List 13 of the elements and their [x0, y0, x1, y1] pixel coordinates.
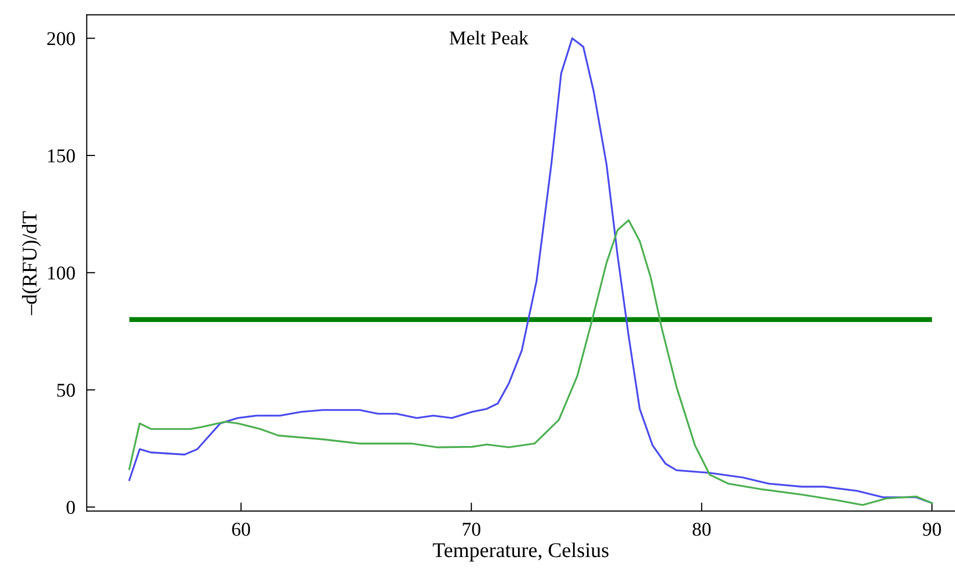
x-tick-label: 80	[692, 522, 711, 536]
y-tick-label: 0	[66, 500, 75, 514]
y-tick-label: 50	[57, 384, 75, 397]
y-axis-title: –d(RFU)/dT	[22, 211, 41, 316]
text: Melt Peak	[450, 30, 528, 45]
y-tick-label: 200	[47, 32, 75, 46]
x-tick-label: 70	[462, 522, 480, 536]
y-tick-label: 100	[48, 266, 75, 280]
line-series	[128, 219, 933, 506]
x-tick-label: 60	[232, 522, 250, 536]
x-tick-label: 90	[922, 522, 941, 536]
y-tick-label: 150	[48, 149, 75, 162]
x-axis-title: Temperature, Celsius	[432, 542, 608, 562]
